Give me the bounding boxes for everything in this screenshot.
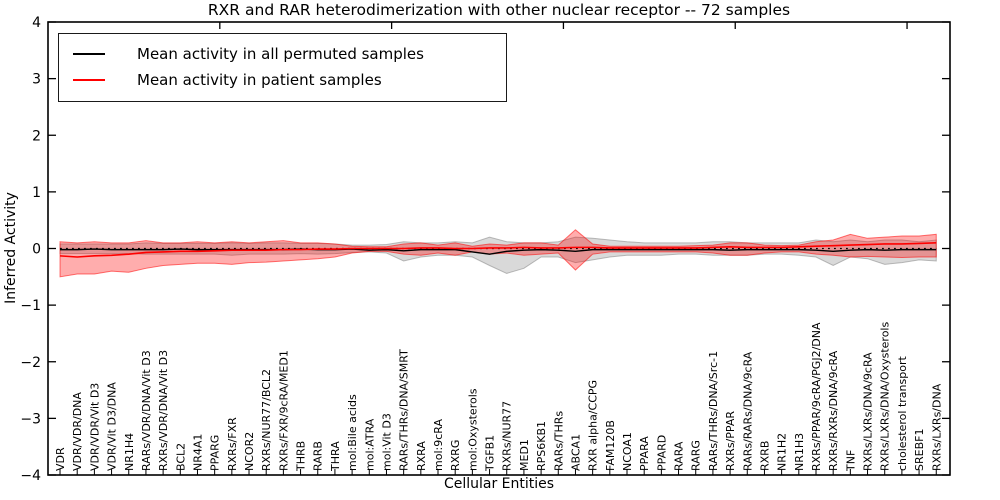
y-axis-label: Inferred Activity [3, 192, 19, 304]
x-tick-label: RARs/THRs/DNA/Src-1 [707, 351, 720, 471]
x-tick-label: RARG [690, 440, 703, 471]
x-tick-label: MED1 [518, 439, 531, 471]
x-tick-label: RXRs/LXRs/DNA [930, 383, 943, 471]
y-tick-label: 0 [32, 242, 41, 258]
x-tick-label: RXRs/FXR [226, 417, 239, 471]
x-tick-label: TGFB1 [484, 435, 497, 472]
x-tick-label: RXRs/LXRs/DNA/9cRA [862, 352, 875, 471]
x-tick-label: RARs/THRs [552, 411, 565, 471]
chart-title: RXR and RAR heterodimerization with othe… [207, 1, 791, 19]
x-tick-label: NR1H3 [793, 433, 806, 471]
y-tick-label: −2 [20, 355, 41, 371]
x-tick-label: NCOR2 [243, 432, 256, 471]
x-tick-label: PPARA [638, 436, 651, 471]
x-tick-label: mol:Oxysterols [466, 388, 479, 471]
line-patient-mean [59, 242, 937, 258]
x-tick-label: cholesterol transport [896, 356, 909, 471]
x-tick-label: PPARG [209, 435, 222, 471]
x-tick-label: RXRs/RXRs/DNA/9cRA [827, 350, 840, 471]
x-tick-label: mol:ATRA [363, 418, 376, 471]
x-tick-label: RXRG [449, 440, 462, 471]
x-tick-label: RXRB [758, 441, 771, 471]
y-tick-label: −3 [20, 411, 41, 427]
x-tick-label: THRA [329, 441, 342, 472]
legend-item-patient: Mean activity in patient samples [59, 67, 506, 93]
x-tick-label: RXRs/FXR/9cRA/MED1 [277, 350, 290, 471]
y-tick-label: 1 [32, 185, 41, 201]
x-tick-label: THRB [295, 441, 308, 472]
x-tick-label: mol:9cRA [432, 419, 445, 471]
x-tick-label: RXRA [415, 441, 428, 471]
x-tick-label: VDR/Vit D3/DNA [106, 382, 119, 471]
x-tick-label: RARs/THRs/DNA/SMRT [398, 349, 411, 471]
x-tick-label: RXRs/NUR77 [501, 401, 514, 471]
x-tick-label: mol:Bile acids [346, 394, 359, 471]
x-tick-label: RXRs/PPAR/9cRA/PGJ2/DNA [810, 322, 823, 471]
x-tick-label: SREBF1 [913, 429, 926, 471]
y-tick-label: 3 [32, 72, 41, 88]
permuted-std-band [59, 236, 937, 274]
x-tick-label: RARs/RARs/DNA/9cRA [741, 351, 754, 471]
x-tick-label: ABCA1 [569, 434, 582, 471]
y-tick-label: 4 [32, 15, 41, 31]
x-tick-label: NR4A1 [191, 434, 204, 471]
y-tick-label: −1 [20, 298, 41, 314]
x-tick-label: NR1H2 [776, 433, 789, 471]
x-tick-label: NCOA1 [621, 432, 634, 471]
x-tick-label: TNF [844, 450, 857, 472]
x-tick-label: PPARD [655, 435, 668, 471]
x-tick-label: mol:Vit D3 [380, 413, 393, 471]
x-tick-label: RXRs/VDR/DNA/Vit D3 [157, 350, 170, 471]
legend-label-patient: Mean activity in patient samples [137, 71, 382, 89]
x-tick-label: RARA [673, 441, 686, 471]
legend-label-permuted: Mean activity in all permuted samples [137, 45, 424, 63]
x-tick-label: RXR alpha/CCPG [587, 380, 600, 471]
x-tick-label: RARB [312, 441, 325, 471]
y-tick-label: −4 [20, 468, 41, 484]
x-tick-label: VDR [54, 447, 67, 471]
y-tick-label: 2 [32, 128, 41, 144]
x-tick-label: BCL2 [174, 443, 187, 471]
x-tick-label: VDR/VDR/Vit D3 [88, 383, 101, 471]
x-tick-label: RXRs/LXRs/DNA/Oxysterols [879, 322, 892, 471]
x-tick-label: RARs/VDR/DNA/Vit D3 [140, 350, 153, 471]
x-tick-label: RXRs/NUR77/BCL2 [260, 369, 273, 471]
line-permuted-mean [60, 248, 937, 255]
x-tick-label: RXRs/PPAR [724, 411, 737, 471]
legend-item-permuted: Mean activity in all permuted samples [59, 41, 506, 67]
x-tick-label: RPS6KB1 [535, 421, 548, 471]
x-tick-label: NR1H4 [123, 433, 136, 471]
x-tick-label: FAM120B [604, 420, 617, 471]
patient-line-swatch [73, 79, 105, 81]
x-axis-label: Cellular Entities [443, 476, 555, 492]
x-tick-label: VDR/VDR/DNA [71, 392, 84, 471]
permuted-line-swatch [73, 53, 105, 55]
legend-box: Mean activity in all permuted samples Me… [58, 33, 507, 102]
